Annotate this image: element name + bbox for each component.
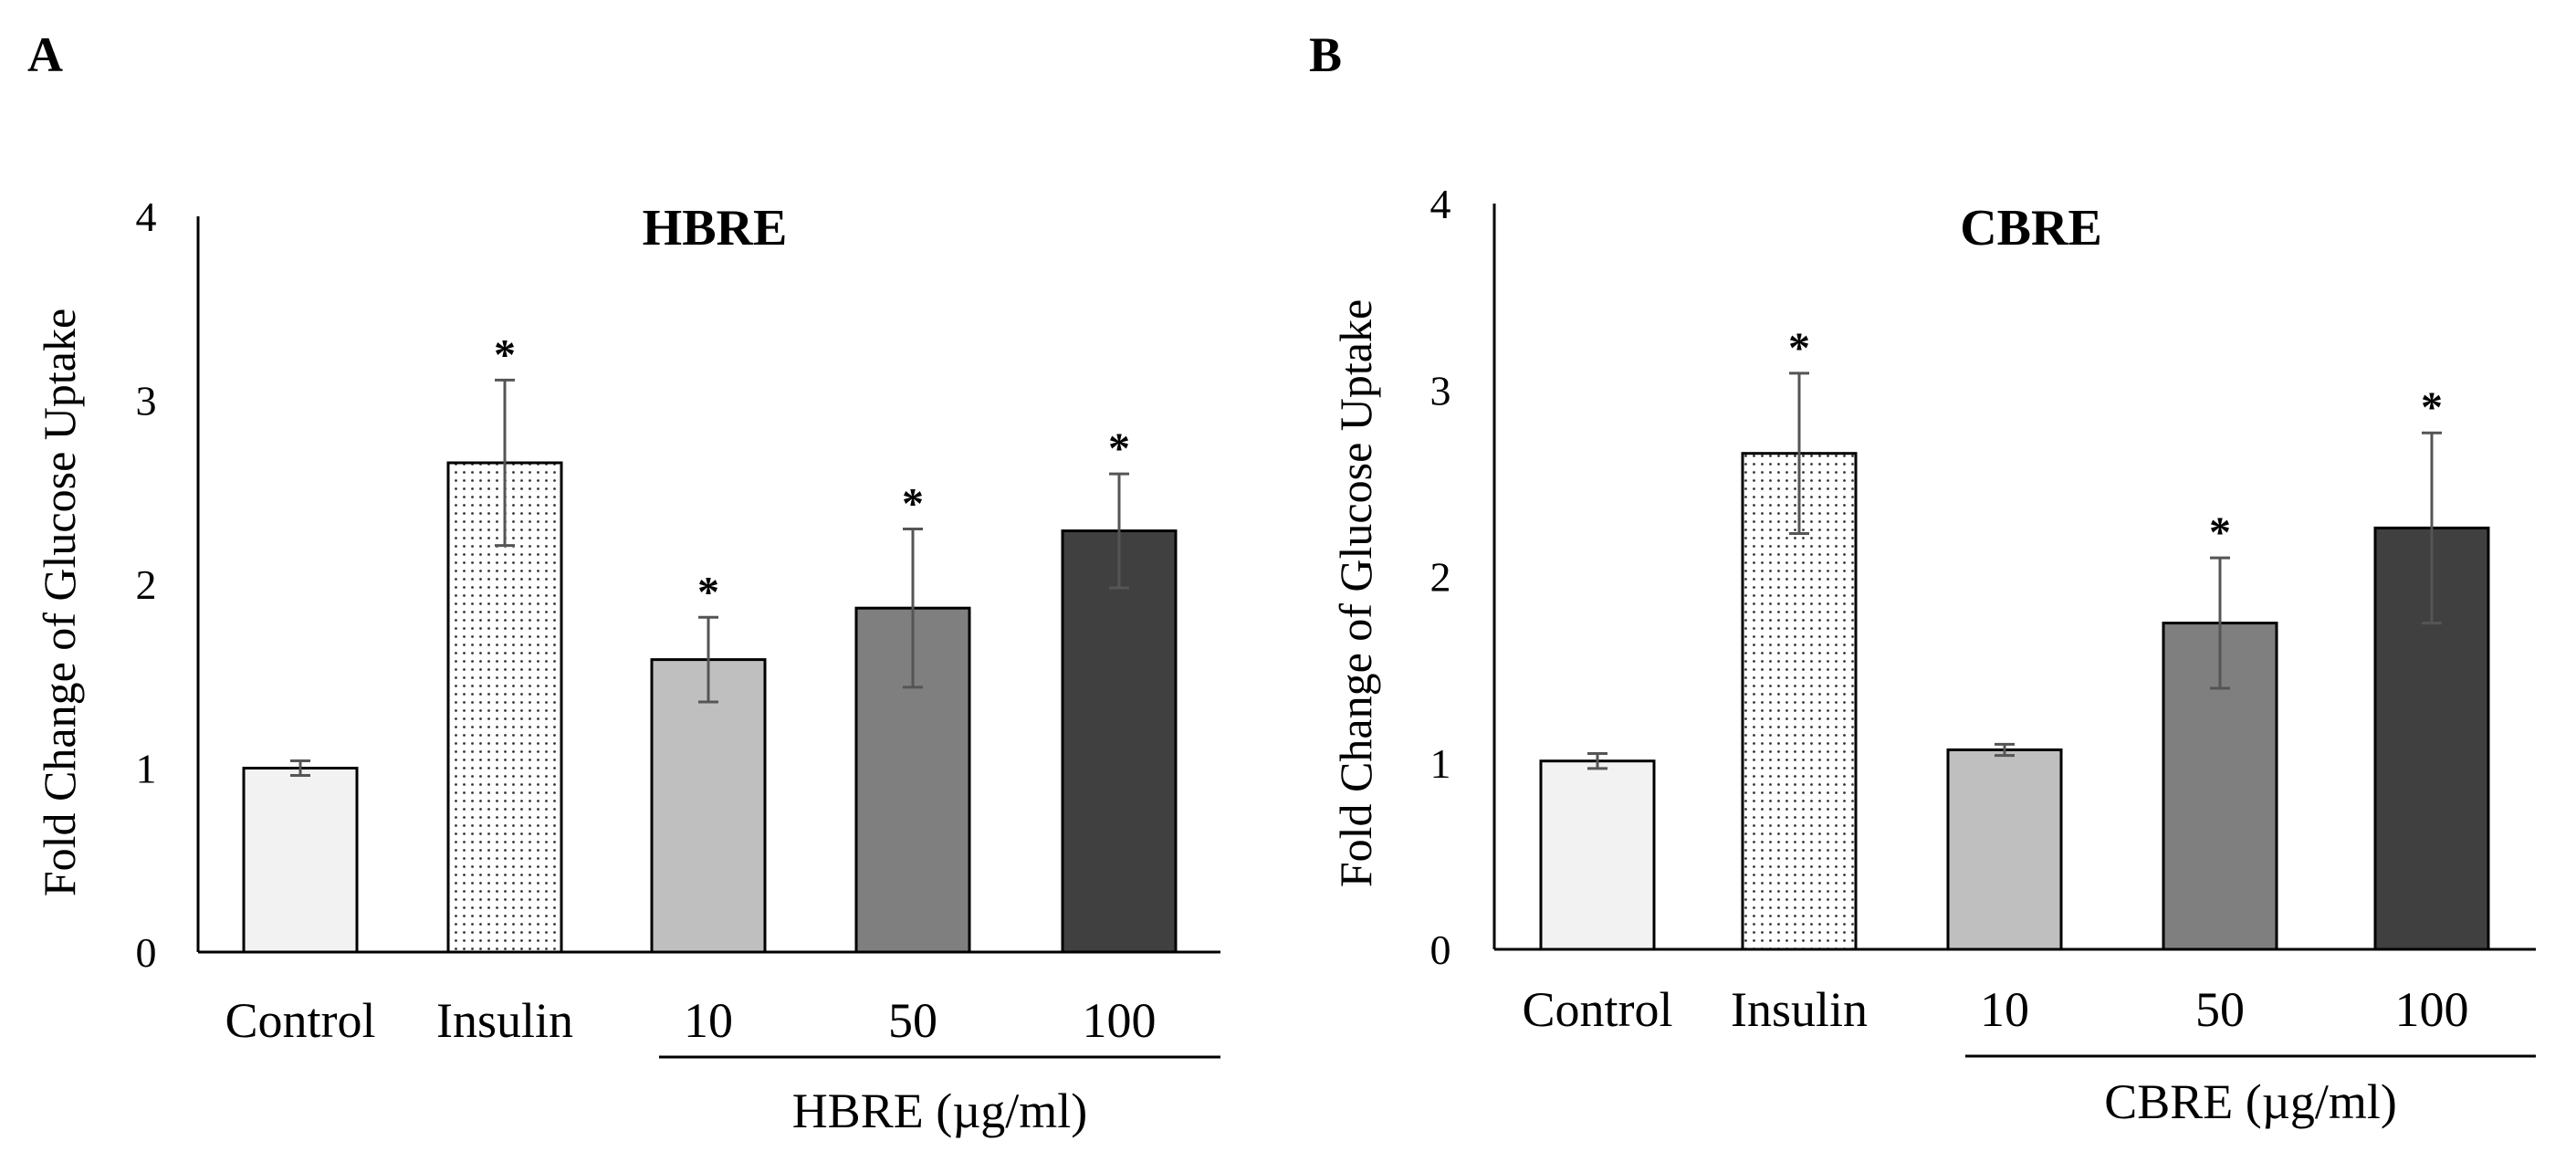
x-axis-group-label-b: CBRE (µg/ml) bbox=[2104, 1074, 2397, 1129]
category-label: 100 bbox=[2395, 982, 2469, 1037]
x-axis-group-label-a: HBRE (µg/ml) bbox=[792, 1083, 1088, 1138]
x-categories-a: Control Insulin 10 50 100 bbox=[225, 993, 1156, 1048]
category-label: 10 bbox=[1980, 982, 2029, 1037]
category-label: Control bbox=[225, 993, 375, 1048]
bar bbox=[1061, 529, 1178, 954]
y-tick-label: 3 bbox=[1430, 367, 1451, 414]
significance-marker: * bbox=[494, 330, 516, 379]
bar bbox=[650, 658, 767, 954]
y-tick-label: 0 bbox=[1430, 926, 1451, 973]
y-tick-label: 4 bbox=[136, 194, 157, 240]
category-label: Insulin bbox=[1731, 982, 1868, 1037]
y-tick-label: 2 bbox=[1430, 554, 1451, 601]
panel-letter-a: A bbox=[27, 27, 63, 82]
category-label: 50 bbox=[2195, 982, 2245, 1037]
bars-b: * * * bbox=[1539, 324, 2490, 951]
y-ticks-b: 0 1 2 3 4 bbox=[1430, 181, 1451, 973]
y-tick-label: 0 bbox=[136, 929, 157, 976]
significance-marker: * bbox=[1788, 324, 1810, 372]
x-categories-b: Control Insulin 10 50 100 bbox=[1522, 982, 2468, 1037]
category-label: 10 bbox=[684, 993, 733, 1048]
y-tick-label: 4 bbox=[1430, 181, 1451, 227]
y-tick-label: 1 bbox=[1430, 740, 1451, 787]
significance-marker: * bbox=[2209, 508, 2231, 557]
y-ticks-a: 0 1 2 3 4 bbox=[136, 194, 157, 976]
chart-title-a: HBRE bbox=[643, 200, 788, 256]
bar bbox=[1539, 759, 1656, 951]
bars-a: * * * * bbox=[242, 330, 1178, 954]
bar bbox=[242, 767, 359, 954]
category-label: 100 bbox=[1083, 993, 1157, 1048]
category-label: 50 bbox=[888, 993, 937, 1048]
y-tick-label: 1 bbox=[136, 746, 157, 792]
y-tick-label: 3 bbox=[136, 378, 157, 424]
significance-marker: * bbox=[1108, 424, 1130, 473]
significance-marker: * bbox=[2421, 383, 2443, 432]
chart-title-b: CBRE bbox=[1960, 200, 2102, 256]
panel-a: A HBRE Fold Change of Glucose Uptake 0 1… bbox=[27, 27, 1220, 1138]
panel-letter-b: B bbox=[1309, 27, 1342, 82]
significance-marker: * bbox=[902, 480, 924, 529]
y-tick-label: 2 bbox=[136, 561, 157, 608]
y-axis-title-b: Fold Change of Glucose Uptake bbox=[1330, 299, 1381, 887]
y-axis-title-a: Fold Change of Glucose Uptake bbox=[34, 309, 85, 896]
category-label: Insulin bbox=[436, 993, 573, 1048]
category-label: Control bbox=[1522, 982, 1672, 1037]
significance-marker: * bbox=[697, 568, 719, 616]
panel-b: B CBRE Fold Change of Glucose Uptake 0 1… bbox=[1309, 27, 2536, 1129]
bar bbox=[1946, 748, 2063, 951]
